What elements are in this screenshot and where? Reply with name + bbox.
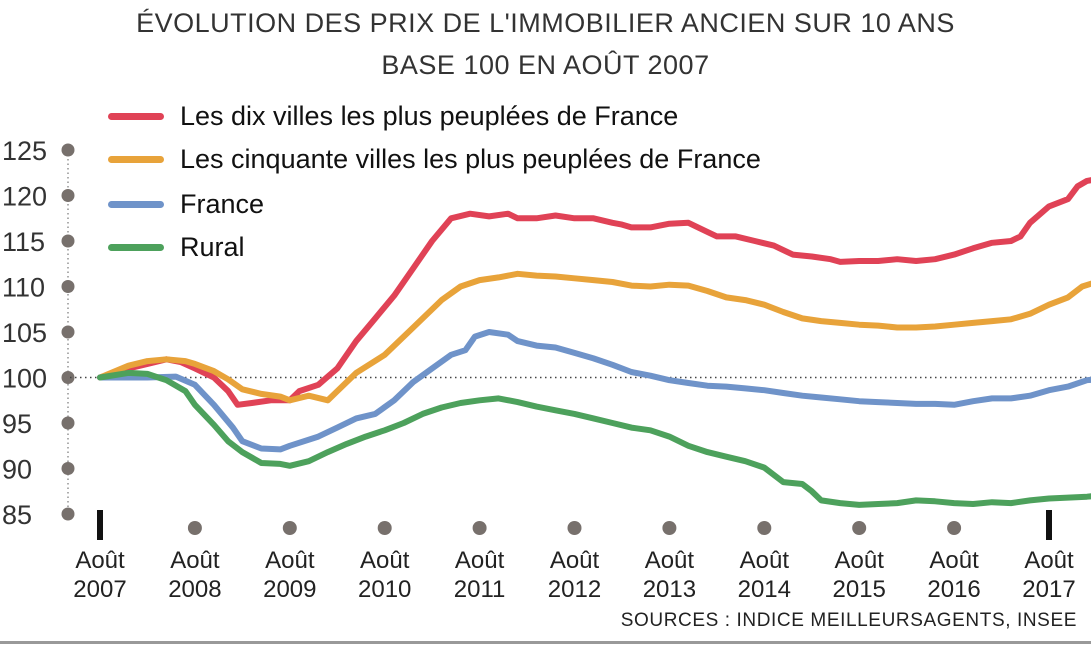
x-tick-label-year: 2008 — [168, 576, 221, 603]
y-tick-dot — [61, 280, 75, 293]
source-note: SOURCES : INDICE MEILLEURSAGENTS, INSEE — [620, 610, 1077, 631]
chart-subtitle: BASE 100 EN AOÛT 2007 — [381, 50, 710, 80]
x-tick-bar — [97, 510, 103, 540]
legend-item-dix-villes: Les dix villes les plus peuplées de Fran… — [108, 96, 678, 136]
legend-swatch-france — [108, 200, 164, 208]
series-line-rural — [97, 369, 1091, 508]
x-tick-dot — [757, 521, 772, 535]
series-line-france — [97, 329, 1091, 453]
x-tick-label-month: Août — [360, 547, 410, 574]
x-tick-label-month: Août — [1024, 547, 1074, 574]
x-tick-label-month: Août — [740, 547, 790, 574]
x-tick-dot — [567, 521, 582, 535]
x-tick-label-month: Août — [75, 547, 125, 574]
y-tick-dot — [61, 462, 75, 475]
legend-swatch-dix-villes — [108, 112, 164, 120]
legend-label-rural: Rural — [180, 231, 245, 262]
y-tick-label: 85 — [2, 500, 32, 530]
y-tick-label: 110 — [2, 273, 45, 303]
y-tick-label: 120 — [2, 182, 47, 212]
x-tick-label-month: Août — [265, 547, 315, 574]
y-tick-label: 100 — [2, 364, 47, 394]
x-tick-dot — [662, 521, 677, 535]
x-tick-label-year: 2012 — [548, 576, 601, 603]
y-tick-label: 95 — [2, 409, 32, 439]
chart-title: ÉVOLUTION DES PRIX DE L'IMMOBILIER ANCIE… — [136, 8, 955, 38]
y-tick-label: 115 — [2, 227, 45, 257]
y-tick-label: 125 — [2, 136, 47, 166]
x-tick-dot — [187, 521, 202, 535]
x-tick-bar — [1046, 510, 1052, 540]
y-tick-label: 105 — [2, 318, 47, 348]
y-tick-dot — [61, 416, 75, 430]
y-tick-dot — [61, 507, 75, 521]
legend-label-france: France — [180, 188, 265, 219]
x-tick-dot — [377, 521, 392, 535]
y-tick-dot — [61, 234, 75, 248]
x-tick-label-year: 2013 — [643, 576, 696, 603]
x-tick-label-year: 2014 — [738, 576, 791, 603]
legend-label-cinquante-villes: Les cinquante villes les plus peuplées d… — [180, 143, 761, 174]
x-tick-label-year: 2016 — [927, 576, 980, 603]
legend-item-rural: Rural — [108, 227, 245, 267]
x-tick-label-month: Août — [645, 547, 695, 574]
x-tick-label-year: 2010 — [358, 576, 411, 603]
legend-item-cinquante-villes: Les cinquante villes les plus peuplées d… — [108, 139, 761, 179]
legend-swatch-rural — [108, 243, 164, 251]
series-line-les-cinquante-villes-les-plus-peuplees-de-france — [97, 270, 1091, 404]
legend-label-dix-villes: Les dix villes les plus peuplées de Fran… — [180, 100, 679, 131]
x-tick-label-year: 2015 — [833, 576, 886, 603]
y-tick-dot — [61, 143, 75, 157]
x-tick-dot — [282, 521, 297, 535]
bottom-divider — [0, 641, 1091, 644]
x-tick-dot — [472, 521, 487, 535]
y-tick-dot — [61, 371, 75, 384]
x-tick-label-year: 2009 — [263, 576, 316, 603]
x-tick-label-year: 2017 — [1022, 576, 1075, 603]
y-tick-dot — [61, 189, 75, 202]
x-tick-dot — [947, 521, 962, 535]
x-tick-dot — [852, 521, 867, 535]
y-tick-dot — [61, 325, 75, 339]
y-tick-label: 90 — [2, 455, 32, 485]
x-tick-label-month: Août — [170, 547, 220, 574]
x-tick-label-month: Août — [835, 547, 885, 574]
x-tick-label-year: 2007 — [73, 576, 126, 603]
legend-item-france: France — [108, 184, 264, 224]
x-tick-label-year: 2011 — [454, 576, 506, 603]
x-tick-label-month: Août — [550, 547, 600, 574]
x-tick-label-month: Août — [929, 547, 979, 574]
legend-swatch-cinquante-villes — [108, 155, 164, 163]
x-tick-label-month: Août — [455, 547, 505, 574]
